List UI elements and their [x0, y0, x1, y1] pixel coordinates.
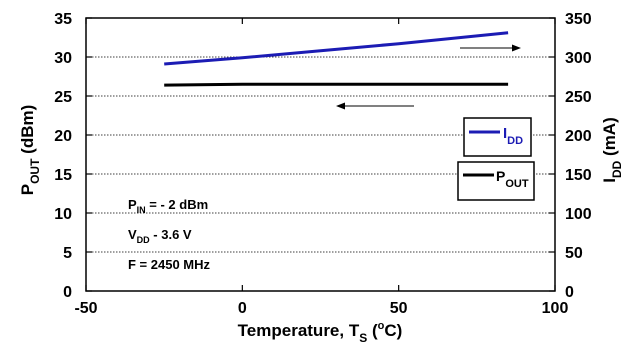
y-right-axis-title: IDD (mA) [600, 117, 624, 183]
plot-frame [85, 17, 556, 292]
legend-pout-label: POUT [496, 168, 529, 190]
y-left-tick-label: 35 [54, 11, 72, 28]
annotation-pin: PIN = - 2 dBm [128, 197, 208, 215]
y-right-tick-label: 250 [565, 89, 592, 106]
y-right-tick-label: 350 [565, 11, 592, 28]
series-line-pout [164, 82, 509, 87]
y-right-tick-labels: 0 50 100 150 200 250 300 350 [565, 11, 592, 301]
grid-lines [86, 56, 555, 253]
arrow-right [460, 44, 521, 52]
series-lines [164, 31, 509, 87]
y-left-tick-labels: 0 5 10 15 20 25 30 35 [54, 11, 72, 301]
y-left-tick-label: 30 [54, 50, 72, 67]
y-right-tick-label: 100 [565, 206, 592, 223]
x-tick-label: 50 [390, 300, 408, 317]
x-tick-label: 100 [542, 300, 569, 317]
x-tick-label: -50 [74, 300, 97, 317]
y-left-tick-label: 20 [54, 128, 72, 145]
y-left-tick-label: 15 [54, 167, 72, 184]
legend-idd: IDD [463, 117, 532, 157]
legend-pout: POUT [457, 161, 535, 201]
y-left-tick-label: 25 [54, 89, 72, 106]
series-line-idd [164, 31, 509, 66]
annotation-freq: F = 2450 MHz [128, 257, 211, 272]
x-tick-label: 0 [238, 300, 247, 317]
y-right-tick-label: 150 [565, 167, 592, 184]
y-right-tick-label: 50 [565, 245, 583, 262]
y-right-tick-label: 0 [565, 284, 574, 301]
tick-marks [85, 17, 556, 292]
annotation-vdd: VDD - 3.6 V [128, 227, 192, 245]
y-left-tick-label: 0 [63, 284, 72, 301]
x-tick-labels: -50 0 50 100 [74, 300, 568, 317]
arrow-left [336, 102, 414, 110]
y-left-tick-label: 5 [63, 245, 72, 262]
y-right-tick-label: 300 [565, 50, 592, 67]
x-axis-title: Temperature, TS (oC) [238, 320, 403, 345]
y-left-tick-label: 10 [54, 206, 72, 223]
legend-idd-label: IDD [503, 125, 523, 147]
y-right-tick-label: 200 [565, 128, 592, 145]
y-left-axis-title: POUT (dBm) [18, 105, 42, 196]
